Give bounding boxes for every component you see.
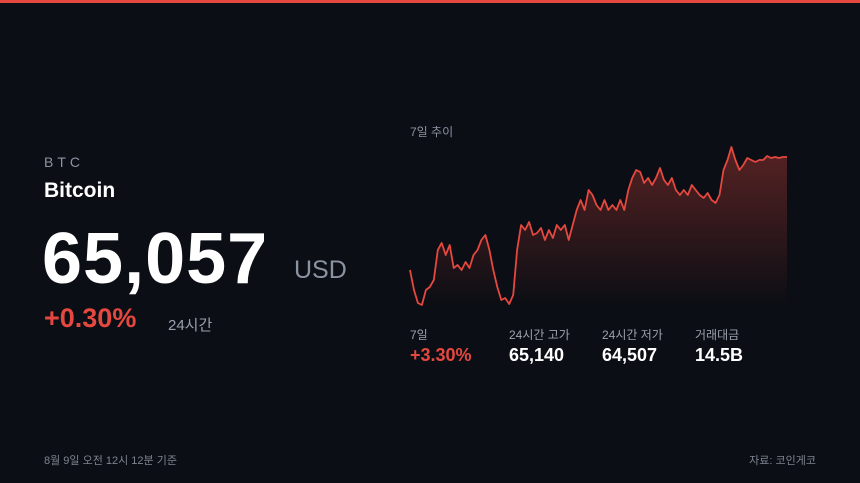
stat-label: 거래대금 <box>695 328 740 342</box>
stat-label: 24시간 고가 <box>509 328 570 342</box>
coin-name: Bitcoin <box>44 179 116 202</box>
stat-value: 64,507 <box>602 345 658 365</box>
stat-value: +3.30% <box>410 345 472 365</box>
sparkline-line <box>409 146 787 306</box>
stat-value: 65,140 <box>509 345 565 365</box>
chart-title: 7일 추이 <box>410 125 454 139</box>
period: 24시간 <box>168 317 213 334</box>
stat-value: 14.5B <box>695 345 744 365</box>
timestamp: 8월 9일 오전 12시 12분 기준 <box>44 455 177 467</box>
symbol: BTC <box>44 154 84 170</box>
sparkline-area <box>410 147 787 305</box>
price: 65,057 <box>42 219 269 299</box>
source: 자료: 코인게코 <box>749 455 816 467</box>
stat-label: 7일 <box>410 328 428 342</box>
top-bar <box>0 0 860 3</box>
change: +0.30% <box>44 303 137 333</box>
unit: USD <box>294 256 347 284</box>
stat-label: 24시간 저가 <box>602 328 663 342</box>
